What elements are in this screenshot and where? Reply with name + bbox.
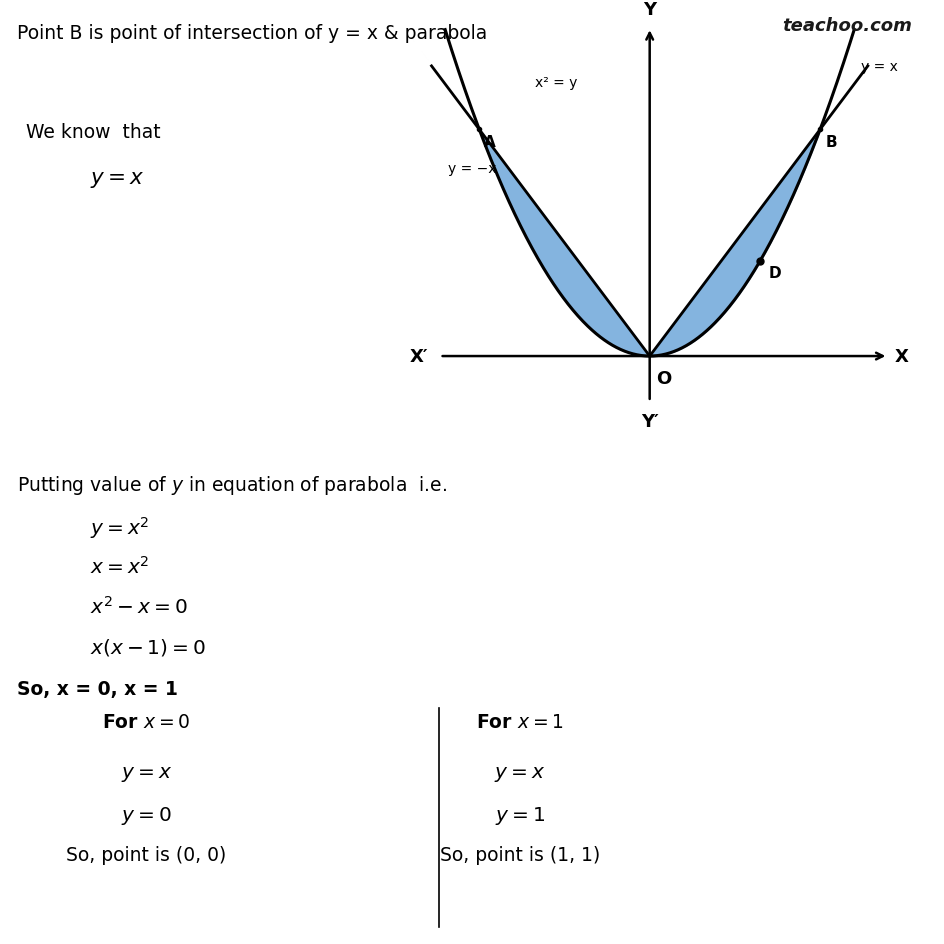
Text: teachoo.com: teachoo.com — [782, 17, 911, 35]
Text: x² = y: x² = y — [534, 76, 577, 90]
Text: $x(x - 1) = 0$: $x(x - 1) = 0$ — [90, 636, 205, 657]
Text: $y = x^2$: $y = x^2$ — [90, 514, 149, 540]
Text: So, point is (1, 1): So, point is (1, 1) — [439, 845, 599, 864]
Text: X: X — [894, 347, 908, 365]
Text: $y = x$: $y = x$ — [121, 765, 172, 784]
Text: $y = x$: $y = x$ — [90, 170, 144, 190]
Text: A: A — [484, 135, 496, 150]
Text: y = x: y = x — [860, 59, 897, 74]
Text: B: B — [824, 135, 836, 150]
Text: $y = x$: $y = x$ — [494, 765, 545, 784]
Text: $y = 0$: $y = 0$ — [121, 804, 172, 826]
Text: We know  that: We know that — [26, 123, 160, 142]
Text: Y′: Y′ — [640, 413, 658, 430]
Text: X′: X′ — [409, 347, 428, 365]
Text: For $x = 0$: For $x = 0$ — [102, 713, 191, 732]
Text: So, point is (0, 0): So, point is (0, 0) — [66, 845, 227, 864]
Text: D: D — [768, 266, 781, 281]
Text: $x = x^2$: $x = x^2$ — [90, 555, 149, 577]
Text: Point B is point of intersection of y = x & parabola: Point B is point of intersection of y = … — [17, 24, 487, 42]
Text: $y = 1$: $y = 1$ — [494, 804, 545, 826]
Text: For $x = 1$: For $x = 1$ — [476, 713, 563, 732]
Text: So, x = 0, x = 1: So, x = 0, x = 1 — [17, 680, 177, 699]
Text: $x^2 - x = 0$: $x^2 - x = 0$ — [90, 596, 187, 617]
Text: y = −x: y = −x — [447, 161, 496, 176]
Text: O: O — [656, 369, 671, 387]
Text: Putting value of $y$ in equation of parabola  i.e.: Putting value of $y$ in equation of para… — [17, 474, 447, 497]
Text: Y: Y — [643, 1, 655, 19]
